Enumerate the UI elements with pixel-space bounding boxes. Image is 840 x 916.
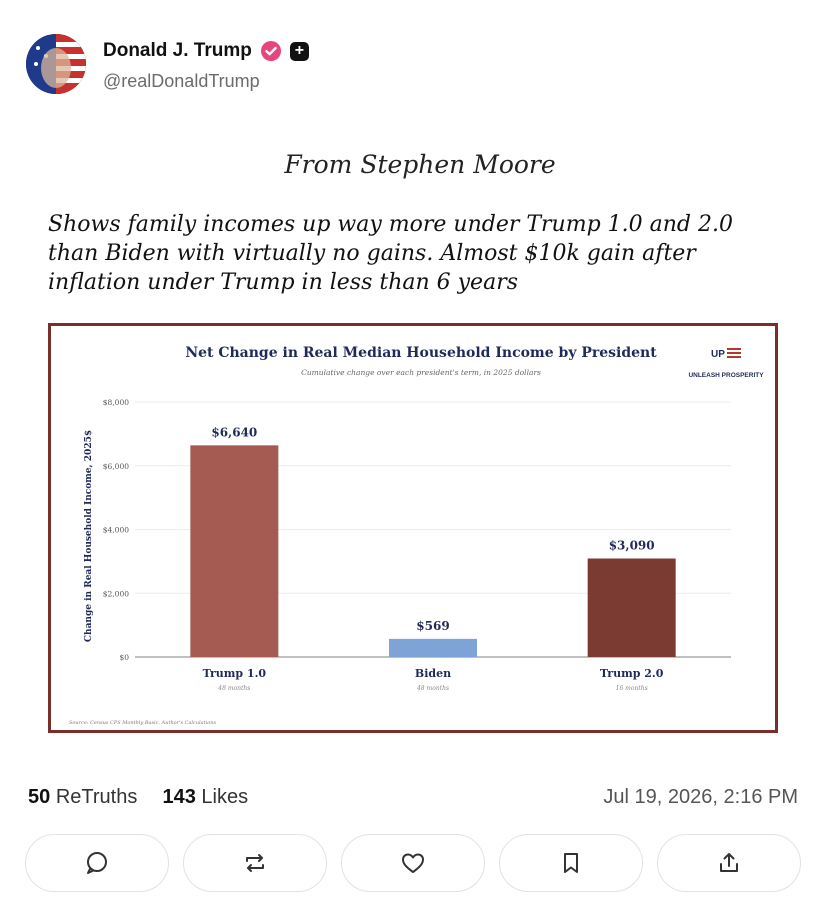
x-tick-sublabel: 16 months xyxy=(616,685,648,692)
plus-badge-icon: + xyxy=(289,41,309,61)
engagement-stats: 50 ReTruths 143 Likes xyxy=(28,786,248,809)
retruths-count[interactable]: 50 xyxy=(28,786,51,808)
x-tick-label: Biden xyxy=(415,667,451,680)
likes-count[interactable]: 143 xyxy=(162,786,196,808)
bar-trump-1-0 xyxy=(190,445,279,657)
bar-value-label: $569 xyxy=(416,619,449,633)
chart-image[interactable]: Net Change in Real Median Household Inco… xyxy=(48,323,778,733)
share-icon xyxy=(720,853,738,872)
logo-icon: UP UNLEASH PROSPERITY xyxy=(688,348,764,379)
display-name[interactable]: Donald J. Trump xyxy=(103,40,252,61)
x-tick-label: Trump 1.0 xyxy=(203,667,267,680)
retruths-label[interactable]: ReTruths xyxy=(55,786,138,808)
timestamp[interactable]: Jul 19, 2026, 2:16 PM xyxy=(603,786,798,808)
x-tick-sublabel: 48 months xyxy=(217,685,250,692)
chart-subtitle: Cumulative change over each president's … xyxy=(301,368,541,377)
chart-title: Net Change in Real Median Household Inco… xyxy=(185,345,657,361)
retruth-button[interactable] xyxy=(183,834,327,892)
bookmark-icon xyxy=(564,853,578,873)
like-icon xyxy=(402,853,424,873)
verified-badge-icon xyxy=(260,41,281,61)
retruth-icon xyxy=(246,854,264,872)
x-tick-sublabel: 48 months xyxy=(416,685,449,692)
svg-text:UP: UP xyxy=(711,349,725,360)
bar-trump-2-0 xyxy=(587,558,676,657)
post-body: Shows family incomes up way more under T… xyxy=(48,212,733,295)
chart-source: Source: Census CPS Monthly Basic, Author… xyxy=(69,720,216,726)
bar-value-label: $6,640 xyxy=(211,425,257,439)
y-tick-label: $2,000 xyxy=(103,589,129,598)
action-bar xyxy=(25,834,801,892)
bar-value-label: $3,090 xyxy=(609,539,655,553)
y-tick-label: $4,000 xyxy=(103,526,129,535)
handle[interactable]: @realDonaldTrump xyxy=(103,71,260,91)
share-button[interactable] xyxy=(657,834,801,892)
like-button[interactable] xyxy=(341,834,485,892)
chart-svg: Net Change in Real Median Household Inco… xyxy=(69,345,764,726)
post-title: From Stephen Moore xyxy=(284,150,556,179)
reply-button[interactable] xyxy=(25,834,169,892)
reply-icon xyxy=(87,852,107,874)
y-tick-label: $0 xyxy=(119,653,129,662)
y-axis-label: Change in Real Household Income, 2025$ xyxy=(84,430,94,642)
y-tick-label: $6,000 xyxy=(103,462,129,471)
logo-text: UNLEASH PROSPERITY xyxy=(688,372,764,379)
bar-biden xyxy=(389,638,477,657)
y-tick-label: $8,000 xyxy=(103,398,129,407)
bookmark-button[interactable] xyxy=(499,834,643,892)
avatar[interactable] xyxy=(26,34,86,94)
x-tick-label: Trump 2.0 xyxy=(600,667,664,680)
post-header: Donald J. Trump + @realDonaldTrump xyxy=(26,34,806,96)
likes-label[interactable]: Likes xyxy=(201,786,249,808)
